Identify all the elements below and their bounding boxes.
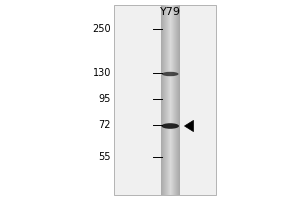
Ellipse shape — [162, 72, 178, 76]
Text: Y79: Y79 — [160, 7, 181, 17]
Bar — [166, 5, 167, 195]
Bar — [169, 5, 170, 195]
Bar — [177, 5, 178, 195]
Bar — [175, 5, 176, 195]
Bar — [162, 5, 163, 195]
Bar — [161, 5, 162, 195]
Bar — [169, 5, 170, 195]
Bar — [164, 5, 165, 195]
Text: 72: 72 — [98, 120, 111, 130]
Bar — [174, 5, 175, 195]
Polygon shape — [184, 120, 194, 132]
Ellipse shape — [161, 123, 179, 129]
Bar — [170, 5, 171, 195]
Bar — [167, 5, 168, 195]
Bar — [178, 5, 179, 195]
Bar — [176, 5, 177, 195]
Bar — [114, 5, 216, 195]
Bar — [171, 5, 172, 195]
Text: 250: 250 — [92, 24, 111, 34]
Text: 55: 55 — [98, 152, 111, 162]
Bar — [173, 5, 174, 195]
Bar — [168, 5, 169, 195]
Bar — [172, 5, 173, 195]
Text: 95: 95 — [99, 94, 111, 104]
Bar — [179, 5, 180, 195]
Bar — [160, 5, 161, 195]
Bar — [163, 5, 164, 195]
Text: 130: 130 — [93, 68, 111, 78]
Bar — [165, 5, 166, 195]
